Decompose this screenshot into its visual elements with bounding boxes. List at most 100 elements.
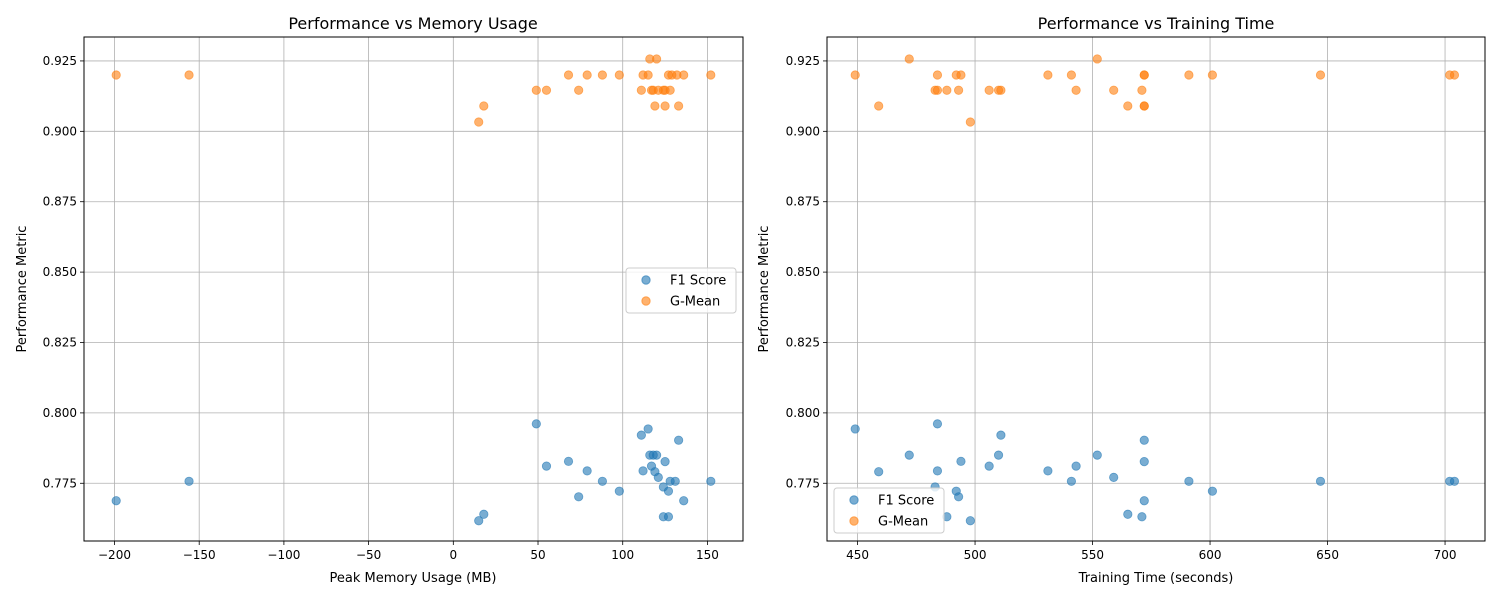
data-point	[614, 70, 624, 80]
data-point	[706, 70, 716, 80]
legend-marker	[849, 495, 859, 505]
y-tick-label: 0.900	[786, 124, 820, 138]
data-point	[965, 516, 975, 526]
x-tick-label: −200	[98, 548, 131, 562]
data-point	[932, 70, 943, 80]
x-tick-label: 650	[1316, 548, 1339, 562]
plot-frame	[83, 36, 744, 542]
y-tick-label: 0.825	[43, 335, 77, 349]
training-time-chart-title: Performance vs Training Time	[1038, 14, 1275, 33]
data-point	[479, 509, 489, 519]
legend: F1 Score G-Mean	[833, 487, 945, 534]
data-point	[1109, 85, 1119, 95]
data-point	[1066, 476, 1077, 486]
data-point	[1123, 509, 1133, 519]
x-tick-label: 500	[964, 548, 987, 562]
data-point	[1066, 70, 1077, 80]
data-point	[1071, 461, 1081, 471]
data-point	[474, 117, 484, 127]
memory-chart: Performance vs Memory Usage Peak Memory …	[15, 14, 744, 586]
y-tick-label: 0.775	[786, 476, 820, 490]
legend-box	[833, 487, 945, 534]
data-point	[996, 430, 1006, 440]
data-point	[874, 101, 884, 111]
data-point	[643, 424, 653, 434]
data-point	[1071, 85, 1081, 95]
data-point	[1184, 476, 1194, 486]
data-point	[582, 70, 592, 80]
y-tick-label: 0.825	[786, 335, 820, 349]
x-tick-label: 0	[449, 548, 457, 562]
data-point	[184, 476, 194, 486]
data-point	[1139, 456, 1149, 467]
data-point	[1184, 70, 1194, 80]
data-point	[1139, 496, 1149, 506]
data-point	[663, 486, 674, 496]
data-point	[1139, 101, 1149, 111]
x-tick-label: 600	[1199, 548, 1222, 562]
y-tick-label: 0.925	[43, 54, 77, 68]
training-time-chart: Performance vs Training Time Training Ti…	[757, 14, 1486, 586]
training-time-chart-ylabel: Performance Metric	[757, 226, 772, 353]
plot-frame	[826, 36, 1486, 542]
data-point	[1043, 70, 1053, 80]
memory-chart-ylabel: Performance Metric	[15, 226, 30, 353]
data-point	[932, 85, 943, 95]
data-point	[643, 70, 653, 80]
y-tick-label: 0.800	[786, 406, 820, 420]
x-tick-label: 150	[696, 548, 719, 562]
data-point	[1123, 101, 1133, 111]
x-tick-label: −50	[356, 548, 381, 562]
data-point	[953, 85, 964, 95]
data-point	[652, 450, 662, 460]
data-point	[679, 496, 689, 506]
data-point	[1109, 472, 1119, 482]
data-point	[850, 424, 860, 434]
y-tick-label: 0.775	[43, 476, 77, 490]
data-point	[479, 101, 489, 111]
legend-label: G-Mean	[878, 515, 928, 530]
data-point	[660, 456, 670, 467]
data-point	[953, 492, 964, 502]
data-point	[1449, 476, 1460, 486]
data-point	[956, 456, 966, 466]
data-point	[932, 419, 943, 429]
data-point	[184, 70, 194, 80]
data-point	[563, 456, 574, 466]
data-point	[563, 70, 574, 80]
data-point	[1139, 70, 1149, 80]
data-point	[932, 466, 943, 476]
data-point	[474, 516, 484, 526]
x-tick-label: −150	[183, 548, 216, 562]
data-point	[1092, 450, 1102, 460]
data-point	[674, 435, 684, 445]
legend-marker	[641, 275, 651, 285]
data-point	[996, 85, 1006, 95]
series-g-mean	[111, 54, 716, 127]
data-point	[597, 476, 607, 486]
legend-label: F1 Score	[878, 494, 934, 509]
data-point	[850, 70, 860, 80]
legend: F1 Score G-Mean	[625, 267, 737, 314]
data-point	[956, 70, 966, 80]
series-f1-score	[850, 419, 1460, 526]
y-tick-label: 0.875	[786, 195, 820, 209]
data-point	[984, 461, 994, 471]
data-point	[531, 419, 541, 429]
data-point	[663, 512, 674, 522]
data-point	[874, 467, 884, 477]
data-point	[993, 450, 1004, 460]
data-point	[652, 54, 662, 64]
data-point	[638, 466, 648, 476]
data-point	[1092, 54, 1102, 64]
y-tick-label: 0.925	[786, 54, 820, 68]
data-point	[636, 85, 646, 95]
data-point	[111, 496, 121, 506]
legend-box	[625, 267, 737, 314]
data-point	[531, 85, 541, 95]
memory-chart-title: Performance vs Memory Usage	[288, 14, 537, 33]
data-point	[582, 466, 592, 476]
data-point	[965, 117, 975, 127]
data-point	[1137, 512, 1147, 522]
